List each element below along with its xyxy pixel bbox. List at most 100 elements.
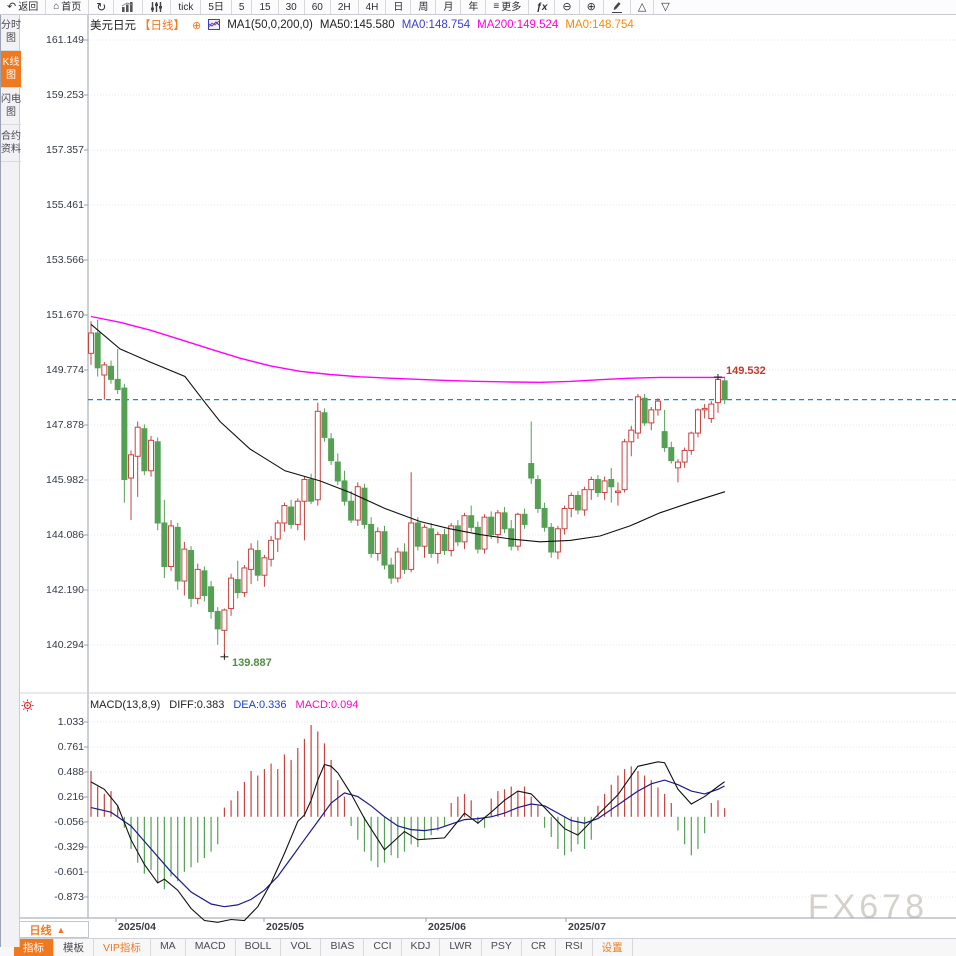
candle-body xyxy=(634,396,641,434)
macd-axis-label: 1.033 xyxy=(57,716,84,728)
candle-body xyxy=(494,512,501,536)
tab-PSY[interactable]: PSY xyxy=(482,939,522,956)
candle-body xyxy=(161,522,168,568)
toolbar-item-年[interactable]: 年 xyxy=(461,0,487,14)
candle-body xyxy=(121,387,128,480)
price-axis-label: 142.190 xyxy=(46,584,84,596)
candle-body xyxy=(254,550,261,576)
sidebar-item-分时图[interactable]: 分时图 xyxy=(1,14,21,51)
candle-body xyxy=(114,378,121,391)
candle-body xyxy=(614,490,621,494)
candle-body xyxy=(241,567,248,594)
candle-body xyxy=(314,410,321,501)
candle-body xyxy=(94,332,101,369)
toolbar-item-周[interactable]: 周 xyxy=(411,0,437,14)
candle-body xyxy=(721,380,728,401)
candle-body xyxy=(521,513,528,525)
candle-body xyxy=(621,441,628,491)
candle-body xyxy=(508,528,515,547)
macd-axis-label: 0.488 xyxy=(57,766,84,778)
toolbar-item-ƒx[interactable]: ƒx xyxy=(529,0,556,14)
toolbar-item-更多[interactable]: ≡ 更多 xyxy=(486,0,530,14)
candle-body xyxy=(448,525,455,552)
candle-body xyxy=(294,500,301,525)
toolbar-item-zoom-in[interactable]: ⊕ xyxy=(580,0,604,14)
toolbar-item-triangle[interactable]: △ xyxy=(631,0,655,14)
candle-body xyxy=(321,412,328,438)
add-indicator-icon[interactable]: ⊕ xyxy=(192,19,202,32)
toolbar-item-5[interactable]: 5 xyxy=(232,0,253,14)
candle-body xyxy=(648,409,655,424)
candle-body xyxy=(268,539,275,560)
tab-BIAS[interactable]: BIAS xyxy=(321,939,365,956)
tab-VIP指标[interactable]: VIP指标 xyxy=(94,939,151,956)
sidebar-item-闪电图[interactable]: 闪电图 xyxy=(1,88,21,125)
price-axis-label: 147.878 xyxy=(46,419,84,431)
tab-设置[interactable]: 设置 xyxy=(593,939,633,956)
candle-body xyxy=(228,577,235,610)
macd-axis-label: 0.216 xyxy=(57,791,84,803)
toolbar-item-triangle-down[interactable]: ▽ xyxy=(661,1,670,13)
toolbar-item-5日[interactable]: 5日 xyxy=(201,0,232,14)
tab-VOL[interactable]: VOL xyxy=(281,939,322,956)
tab-RSI[interactable]: RSI xyxy=(556,939,593,956)
toolbar-item-月[interactable]: 月 xyxy=(436,0,462,14)
candle-body xyxy=(188,550,195,599)
toolbar-item-tick[interactable]: tick xyxy=(171,0,202,14)
toolbar-item-首页[interactable]: ⌂ 首页 xyxy=(46,0,90,14)
toolbar-item-sliders[interactable] xyxy=(143,0,172,14)
candle-body xyxy=(348,500,355,521)
chart-header: 美元日元 【日线】 ⊕ MA1(50,0,200,0) MA50:145.580 … xyxy=(90,17,634,33)
price-axis-label: 145.982 xyxy=(46,474,84,486)
candle-body xyxy=(281,505,288,524)
tab-CR[interactable]: CR xyxy=(522,939,557,956)
tab-KDJ[interactable]: KDJ xyxy=(402,939,441,956)
tab-MACD[interactable]: MACD xyxy=(186,939,236,956)
toolbar-item-返回[interactable]: ↶ 返回 xyxy=(0,0,47,14)
chart-type-sidebar: 分时图 K线图 闪电图 合约资料 xyxy=(0,14,21,947)
sidebar-item-合约资料[interactable]: 合约资料 xyxy=(1,125,21,162)
toolbar-item-15[interactable]: 15 xyxy=(252,0,279,14)
price-axis-label: 151.670 xyxy=(46,309,84,321)
toolbar-item-bar-chart[interactable] xyxy=(114,0,144,14)
toolbar-item-30[interactable]: 30 xyxy=(279,0,305,14)
candle-body xyxy=(154,441,161,524)
toolbar-item-日[interactable]: 日 xyxy=(386,0,412,14)
candle-body xyxy=(661,431,668,449)
candle-body xyxy=(141,428,148,472)
toolbar-item-pencil[interactable] xyxy=(604,0,631,14)
candle-body xyxy=(194,568,201,599)
time-axis-label: 2025/04 xyxy=(118,921,156,933)
sidebar-item-K线图[interactable]: K线图 xyxy=(1,51,21,88)
time-axis: 2025/04 2025/05 2025/06 2025/07 xyxy=(0,918,956,937)
price-axis-label: 159.253 xyxy=(46,89,84,101)
toolbar-item-60[interactable]: 60 xyxy=(305,0,331,14)
tab-MA[interactable]: MA xyxy=(151,939,186,956)
toolbar: ↶ 返回 ⌂ 首页 ↻ tick 5日 5 15 30 60 2H 4H 日周月年 ≡ 更多 ƒx ⊖ ⊕ △ ▽ xyxy=(0,0,956,15)
candle-body xyxy=(354,486,361,521)
tab-模板[interactable]: 模板 xyxy=(54,939,94,956)
macd-value: MACD:0.094 xyxy=(295,699,359,711)
period-label: 【日线】 xyxy=(139,20,185,32)
candle-body xyxy=(441,534,448,552)
tab-CCI[interactable]: CCI xyxy=(364,939,402,956)
tab-LWR[interactable]: LWR xyxy=(440,939,482,956)
tab-BOLL[interactable]: BOLL xyxy=(236,939,282,956)
tab-指标[interactable]: 指标 xyxy=(14,939,54,956)
toolbar-item-2H[interactable]: 2H xyxy=(331,0,359,14)
candle-body xyxy=(588,478,595,491)
toolbar-item-refresh[interactable]: ↻ xyxy=(89,0,115,14)
period-selector[interactable]: 日线 ▲ xyxy=(6,921,89,938)
indicator-settings-sun-icon[interactable] xyxy=(21,699,34,717)
candle-body xyxy=(414,522,421,547)
toolbar-item-4H[interactable]: 4H xyxy=(359,0,387,14)
line-series xyxy=(90,779,725,908)
symbol-name: 美元日元 xyxy=(90,20,136,32)
candle-body xyxy=(388,564,395,579)
candle-body xyxy=(468,515,475,528)
toolbar-item-zoom-out[interactable]: ⊖ xyxy=(555,0,580,14)
macd-axis-label: -0.601 xyxy=(54,866,84,878)
candle-body xyxy=(374,531,381,554)
candle-body xyxy=(708,403,715,420)
